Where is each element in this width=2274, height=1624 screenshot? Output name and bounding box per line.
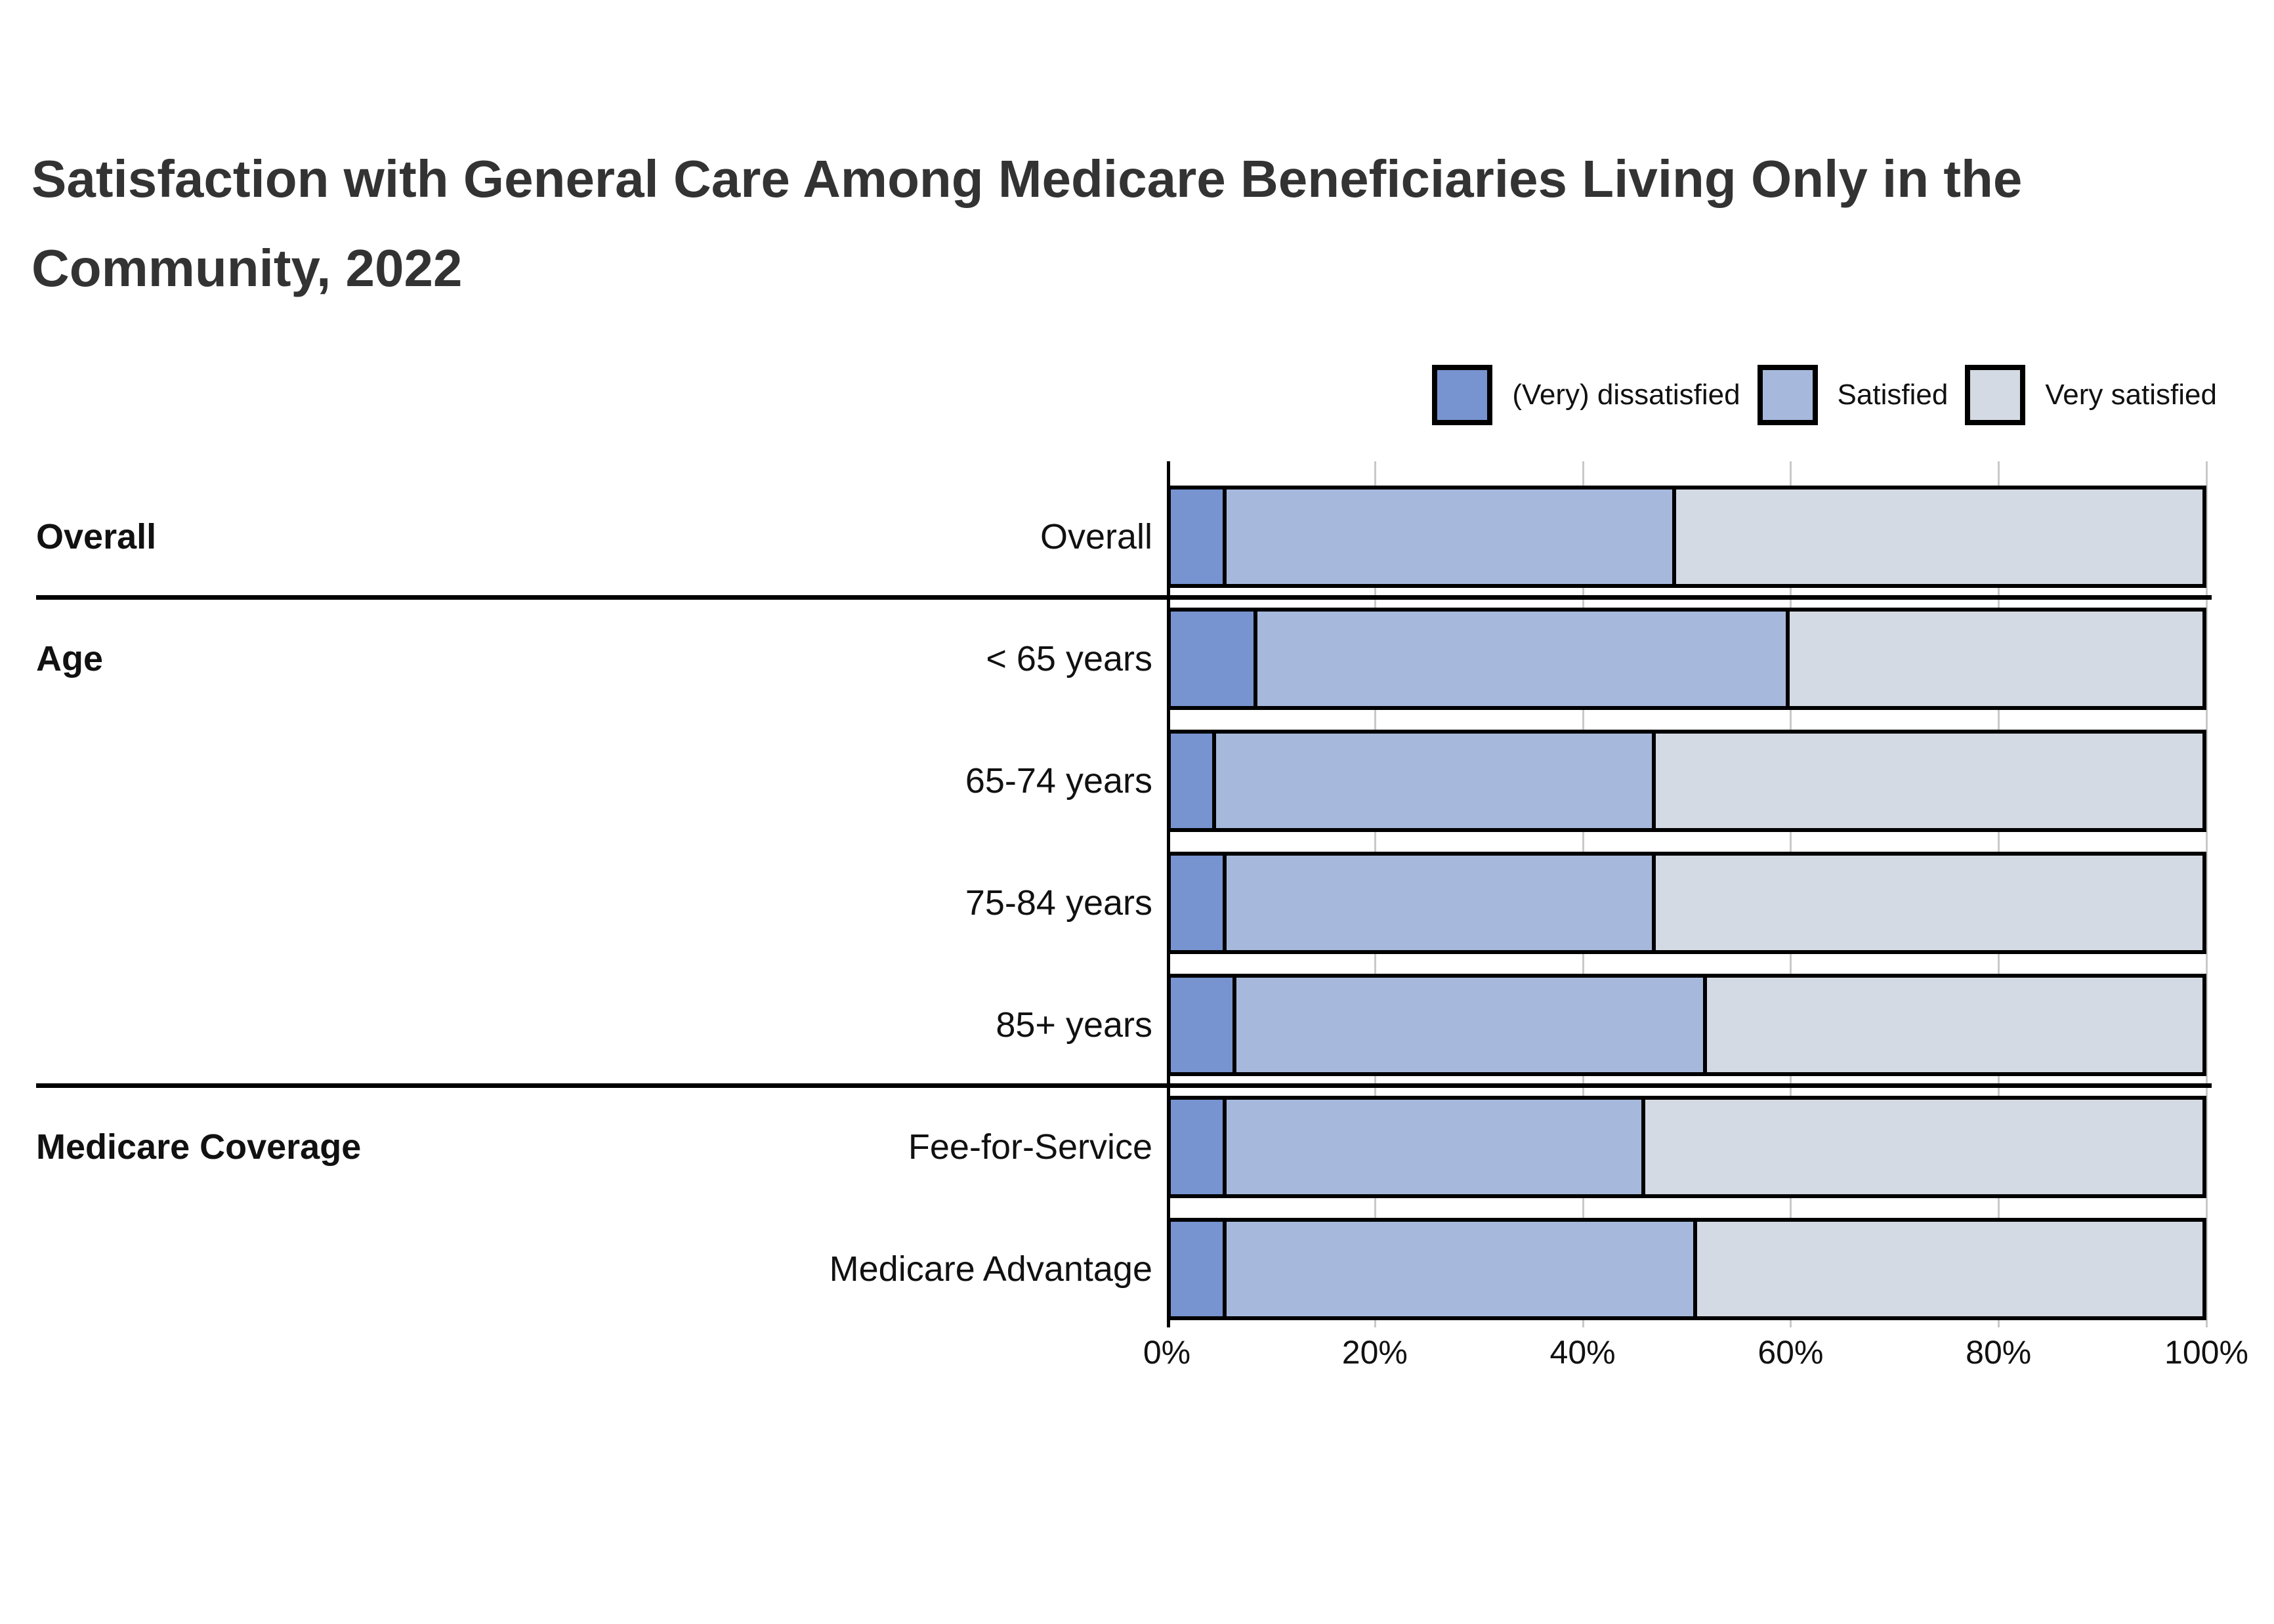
stacked-bar — [1167, 974, 2206, 1076]
segment-satisfied — [1222, 489, 1677, 584]
segment-satisfied — [1211, 734, 1656, 828]
segment-very-dissatisfied — [1171, 856, 1223, 950]
x-axis-tick-label: 100% — [2164, 1334, 2248, 1371]
stacked-bar — [1167, 608, 2206, 710]
segment-satisfied — [1253, 612, 1790, 706]
segment-very-satisfied — [1655, 856, 2202, 950]
row-label: Overall — [1040, 517, 1152, 556]
segment-satisfied — [1232, 978, 1708, 1072]
segment-very-dissatisfied — [1171, 1222, 1223, 1316]
legend: (Very) dissatisfied Satisfied Very satisfi… — [1432, 365, 2217, 425]
x-axis-tick-label: 60% — [1758, 1334, 1824, 1371]
segment-very-dissatisfied — [1171, 612, 1253, 706]
row-label: 65-74 years — [965, 761, 1152, 801]
x-axis-tick-label: 80% — [1966, 1334, 2032, 1371]
row-label: 75-84 years — [965, 883, 1152, 923]
stacked-bar — [1167, 730, 2206, 832]
row-label: Medicare Advantage — [829, 1249, 1152, 1289]
legend-item: Satisfied — [1757, 365, 1948, 425]
segment-very-satisfied — [1676, 489, 2202, 584]
segment-very-satisfied — [1790, 612, 2202, 706]
segment-very-satisfied — [1645, 1100, 2202, 1194]
group-divider — [36, 595, 2212, 600]
row-label: Fee-for-Service — [908, 1127, 1152, 1167]
segment-satisfied — [1222, 1222, 1697, 1316]
segment-very-satisfied — [1696, 1222, 2202, 1316]
legend-swatch-icon — [1432, 365, 1493, 425]
segment-very-dissatisfied — [1171, 734, 1212, 828]
row-label: < 65 years — [986, 639, 1152, 678]
legend-item: (Very) dissatisfied — [1432, 365, 1740, 425]
segment-very-satisfied — [1655, 734, 2202, 828]
group-divider — [36, 1083, 2212, 1088]
chart-title: Satisfaction with General Care Among Med… — [32, 150, 2023, 297]
legend-item: Very satisfied — [1965, 365, 2217, 425]
group-label: Medicare Coverage — [36, 1127, 362, 1167]
gridline — [2206, 461, 2208, 1327]
group-label: Age — [36, 639, 104, 678]
x-axis-tick-label: 0% — [1143, 1334, 1191, 1371]
group-label: Overall — [36, 517, 157, 556]
x-axis-tick-label: 40% — [1549, 1334, 1616, 1371]
stacked-bar — [1167, 1218, 2206, 1320]
stacked-bar — [1167, 1096, 2206, 1198]
segment-very-dissatisfied — [1171, 978, 1233, 1072]
x-axis-tick-label: 20% — [1341, 1334, 1408, 1371]
segment-very-dissatisfied — [1171, 1100, 1223, 1194]
row-label: 85+ years — [996, 1005, 1152, 1045]
segment-satisfied — [1222, 856, 1656, 950]
legend-label: (Very) dissatisfied — [1512, 379, 1740, 411]
segment-very-satisfied — [1707, 978, 2202, 1072]
stacked-bar — [1167, 486, 2206, 588]
legend-label: Satisfied — [1837, 379, 1948, 411]
segment-satisfied — [1222, 1100, 1646, 1194]
legend-swatch-icon — [1965, 365, 2026, 425]
stacked-bar — [1167, 852, 2206, 954]
legend-label: Very satisfied — [2045, 379, 2217, 411]
segment-very-dissatisfied — [1171, 489, 1223, 584]
legend-swatch-icon — [1757, 365, 1818, 425]
